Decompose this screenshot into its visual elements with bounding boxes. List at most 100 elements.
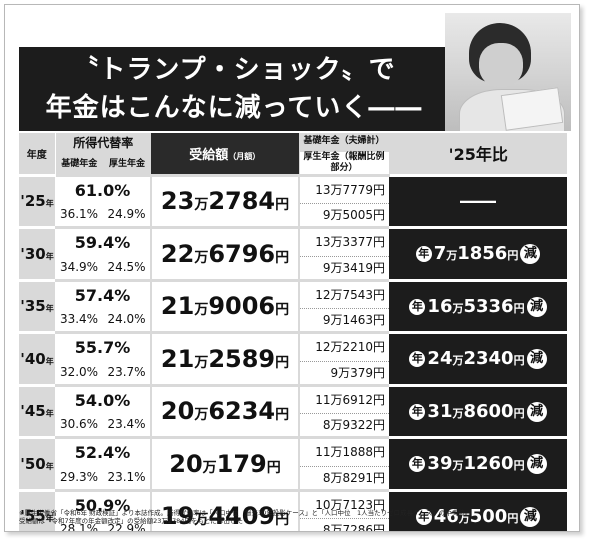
pension-table: 年度 所得代替率 受給額（月額） 基礎年金（夫婦計） '25年比 基礎年金 厚生… — [19, 133, 568, 531]
year-label: '40 — [20, 349, 46, 368]
table-row: '50年 52.4% 20万179円 11万1888円 年 39万1260円減 — [19, 436, 568, 490]
compare-cell: 年 31万8600円減 — [389, 383, 568, 438]
rate-basic: 36.1% — [55, 203, 103, 228]
decrease-badge: 減 — [526, 401, 547, 422]
pension-yen-value: 2784 — [208, 187, 276, 216]
year-badge: 年 — [409, 456, 426, 473]
compare-man-value: 16 — [427, 295, 453, 317]
header-pension-label: 受給額 — [189, 147, 229, 163]
pension-amount: 23万2784円 — [150, 173, 300, 228]
rate-basic: 33.4% — [55, 308, 103, 333]
pension-man-unit: 万 — [194, 512, 209, 529]
pension-amount: 19万4409円 — [150, 488, 300, 531]
header-basic: 基礎年金（夫婦計） — [299, 133, 390, 151]
header-compare: '25年比 — [389, 133, 568, 175]
rate-basic: 28.1% — [55, 518, 103, 531]
table-row: '30年 59.4% 22万6796円 13万3377円 年 7万1856円減 — [19, 226, 568, 280]
article-content: 〝トランプ・ショック〟で 年金はこんなに減っていく―― 年度 所得代替率 — [13, 13, 571, 531]
rate-basic: 29.3% — [55, 466, 103, 490]
compare-cell: 年 16万5336円減 — [389, 278, 568, 333]
reading-woman-photo — [445, 13, 571, 131]
pension-man-unit: 万 — [194, 354, 209, 371]
basic-amount: 10万7123円 — [298, 488, 390, 519]
year-label: '30 — [20, 244, 46, 263]
compare-yen-value: 5336 — [463, 295, 514, 317]
kosei-amount: 9万1463円 — [298, 308, 390, 333]
basic-amount: 11万1888円 — [298, 436, 390, 467]
pension-amount: 20万179円 — [150, 436, 300, 490]
pension-amount: 21万9006円 — [150, 278, 300, 333]
kosei-amount: 8万9322円 — [298, 413, 390, 438]
headline: 〝トランプ・ショック〟で 年金はこんなに減っていく―― — [19, 51, 449, 127]
year-suffix: 年 — [45, 304, 54, 314]
pension-man-value: 21 — [160, 344, 195, 373]
year-badge: 年 — [409, 351, 426, 368]
compare-man-value: 46 — [433, 505, 459, 527]
rate-kosei: 24.9% — [103, 203, 152, 228]
rate-total: 57.4% — [55, 278, 152, 309]
compare-yen-unit: 円 — [513, 354, 525, 368]
year-suffix: 年 — [45, 199, 54, 209]
rate-kosei: 24.0% — [103, 308, 152, 333]
pension-yen-value: 2589 — [208, 344, 276, 373]
photo-face — [479, 43, 523, 87]
header-kosei: 厚生年金（報酬比例部分） — [298, 150, 390, 176]
pension-yen-unit: 円 — [275, 512, 290, 529]
decrease-badge: 減 — [520, 506, 541, 527]
compare-yen-unit: 円 — [513, 459, 525, 473]
table-row: '45年 54.0% 20万6234円 11万6912円 年 31万8600円減 — [19, 383, 568, 438]
decrease-badge: 減 — [520, 244, 541, 265]
table-row: '35年 57.4% 21万9006円 12万7543円 年 16万5336円減 — [19, 278, 568, 333]
table-row: '25年 61.0% 23万2784円 13万7779円 ―― — [19, 173, 568, 228]
table-row-sub: 33.4% 24.0% 9万1463円 — [19, 308, 567, 333]
compare-man-unit: 万 — [452, 459, 464, 473]
compare-yen-value: 8600 — [463, 400, 514, 422]
pension-man-unit: 万 — [194, 197, 209, 214]
compare-yen-unit: 円 — [507, 511, 519, 525]
compare-yen-value: 2340 — [463, 348, 514, 370]
rate-basic: 34.9% — [55, 256, 103, 280]
rate-kosei: 22.9% — [103, 518, 152, 531]
rate-total: 50.9% — [55, 488, 152, 519]
basic-amount: 12万2210円 — [298, 331, 390, 362]
compare-man-unit: 万 — [446, 249, 458, 263]
pension-yen-unit: 円 — [275, 197, 290, 214]
compare-yen-value: 500 — [469, 505, 508, 527]
footnote-line1: ※厚生労働省「令和6年 財政検証」より本誌作成。所得代替率は「人口中位 過去30… — [19, 509, 472, 517]
year-label: '55 — [20, 507, 46, 526]
year-cell: '45年 — [19, 383, 55, 438]
year-suffix: 年 — [45, 409, 54, 419]
table-row: '55年 50.9% 19万4409円 10万7123円 年 46万500円減 — [19, 488, 568, 531]
year-cell: '30年 — [19, 226, 55, 280]
table-row-sub: 32.0% 23.7% 9万379円 — [19, 361, 567, 385]
rate-total: 55.7% — [55, 331, 152, 361]
kosei-amount: 8万8291円 — [298, 466, 390, 490]
compare-dash: ―― — [460, 190, 497, 212]
kosei-amount: 9万379円 — [298, 361, 390, 385]
pension-amount: 20万6234円 — [150, 383, 300, 438]
header: 〝トランプ・ショック〟で 年金はこんなに減っていく―― — [13, 13, 571, 131]
table-row-sub: 34.9% 24.5% 9万3419円 — [19, 256, 567, 280]
basic-amount: 13万3377円 — [298, 226, 390, 257]
pension-yen-unit: 円 — [275, 302, 290, 319]
compare-cell: 年 7万1856円減 — [389, 226, 568, 280]
table-row-sub: 36.1% 24.9% 9万5005円 — [19, 203, 567, 228]
header-pension-note: （月額） — [228, 151, 261, 161]
rate-total: 52.4% — [55, 436, 152, 466]
article-frame: 〝トランプ・ショック〟で 年金はこんなに減っていく―― 年度 所得代替率 — [4, 4, 580, 532]
decrease-badge: 減 — [526, 296, 547, 317]
pension-man-value: 20 — [169, 449, 203, 478]
pension-yen-value: 4409 — [208, 502, 276, 531]
kosei-amount: 9万5005円 — [298, 203, 390, 228]
pension-man-unit: 万 — [194, 302, 209, 319]
compare-man-unit: 万 — [452, 354, 464, 368]
pension-yen-value: 179 — [216, 449, 267, 478]
year-cell: '55年 — [19, 488, 55, 531]
compare-yen-unit: 円 — [513, 406, 525, 420]
basic-amount: 12万7543円 — [298, 278, 390, 309]
year-cell: '50年 — [19, 436, 55, 490]
year-badge: 年 — [409, 298, 426, 315]
pension-man-unit: 万 — [194, 407, 209, 424]
pension-amount: 21万2589円 — [150, 331, 300, 385]
pension-yen-value: 6796 — [208, 239, 276, 268]
